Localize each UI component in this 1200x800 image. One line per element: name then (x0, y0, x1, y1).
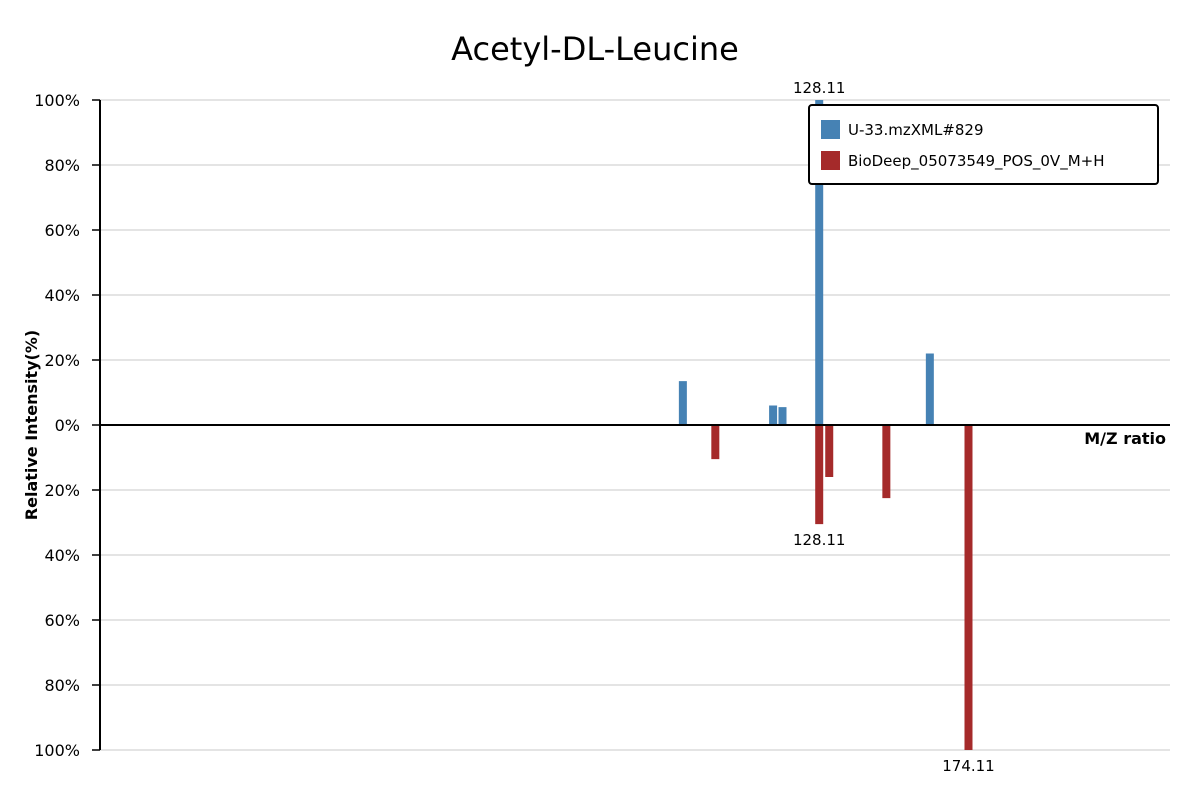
peak-labels: 128.11 128.11 174.11 (793, 79, 995, 775)
peak-label: 174.11 (942, 757, 995, 775)
y-axis-ticks: 100% 80% 60% 40% 20% 0% 20% 40% 60% 80% 100% (34, 91, 100, 760)
y-axis-label: Relative Intensity(%) (22, 330, 41, 520)
reference-peak-bar (815, 425, 824, 525)
y-tick-label: 0% (55, 416, 80, 435)
reference-peak-bar (711, 425, 720, 460)
y-tick-label: 100% (34, 91, 80, 110)
legend-entry: BioDeep_05073549_POS_0V_M+H (848, 152, 1104, 171)
query-peak-bar (769, 405, 778, 425)
gridlines (100, 99, 1170, 751)
legend-swatch (821, 120, 840, 139)
reference-peak-bar (964, 425, 973, 750)
legend-box (808, 104, 1159, 185)
reference-peak-bar (882, 425, 891, 499)
query-peak-bar (815, 100, 824, 425)
reference-peak-bar (825, 425, 834, 477)
y-tick-label: 40% (44, 546, 80, 565)
query-peak-bar (925, 353, 934, 425)
peak-label: 128.11 (793, 531, 846, 549)
legend: U-33.mzXML#829 BioDeep_05073549_POS_0V_M+… (808, 104, 1159, 185)
x-axis-label: M/Z ratio (1084, 429, 1166, 448)
y-tick-label: 60% (44, 611, 80, 630)
legend-entry: U-33.mzXML#829 (848, 121, 984, 139)
query-peak-bar (678, 381, 687, 425)
chart-title: Acetyl-DL-Leucine (451, 30, 739, 68)
y-tick-label: 20% (44, 481, 80, 500)
y-tick-label: 80% (44, 676, 80, 695)
y-tick-label: 40% (44, 286, 80, 305)
y-tick-label: 60% (44, 221, 80, 240)
peak-bars (678, 100, 973, 750)
y-tick-label: 80% (44, 156, 80, 175)
legend-swatch (821, 151, 840, 170)
peak-label: 128.11 (793, 79, 846, 97)
query-peak-bar (778, 407, 787, 425)
y-tick-label: 100% (34, 741, 80, 760)
y-tick-label: 20% (44, 351, 80, 370)
